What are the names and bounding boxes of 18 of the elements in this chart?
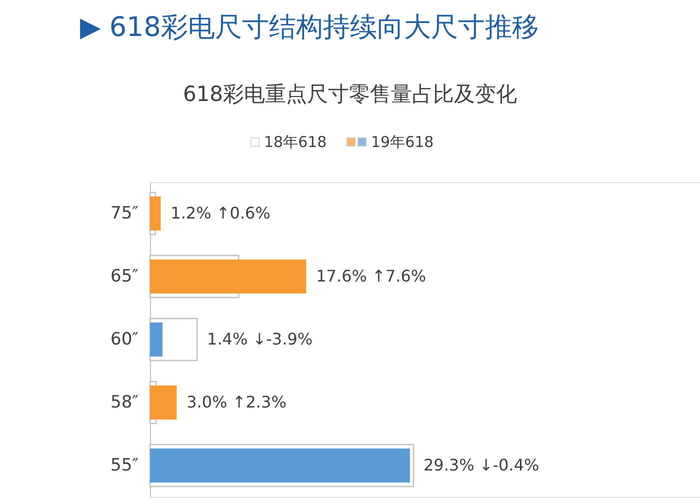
data-label: 1.2% ↑0.6% bbox=[170, 204, 270, 222]
legend-label: 19年618 bbox=[371, 133, 434, 151]
bar bbox=[150, 386, 177, 420]
bar bbox=[150, 260, 306, 294]
data-label: 17.6% ↑7.6% bbox=[316, 266, 426, 286]
chart-subtitle: 618彩电重点尺寸零售量占比及变化 bbox=[182, 82, 518, 106]
y-tick-label: 55″ bbox=[110, 456, 138, 476]
y-tick-label: 75″ bbox=[110, 204, 138, 224]
legend-label: 18年618 bbox=[264, 133, 327, 151]
bar bbox=[150, 196, 161, 230]
y-tick-label: 58″ bbox=[110, 392, 138, 412]
data-label: 3.0% ↑2.3% bbox=[186, 392, 286, 412]
bar bbox=[150, 322, 162, 356]
y-tick-label: 60″ bbox=[110, 330, 138, 350]
data-label: 1.4% ↓-3.9% bbox=[207, 330, 313, 348]
y-tick-label: 65″ bbox=[110, 266, 138, 286]
chart-title: ▶ 618彩电尺寸结构持续向大尺寸推移 bbox=[80, 12, 539, 43]
data-label: 29.3% ↓-0.4% bbox=[423, 456, 540, 474]
